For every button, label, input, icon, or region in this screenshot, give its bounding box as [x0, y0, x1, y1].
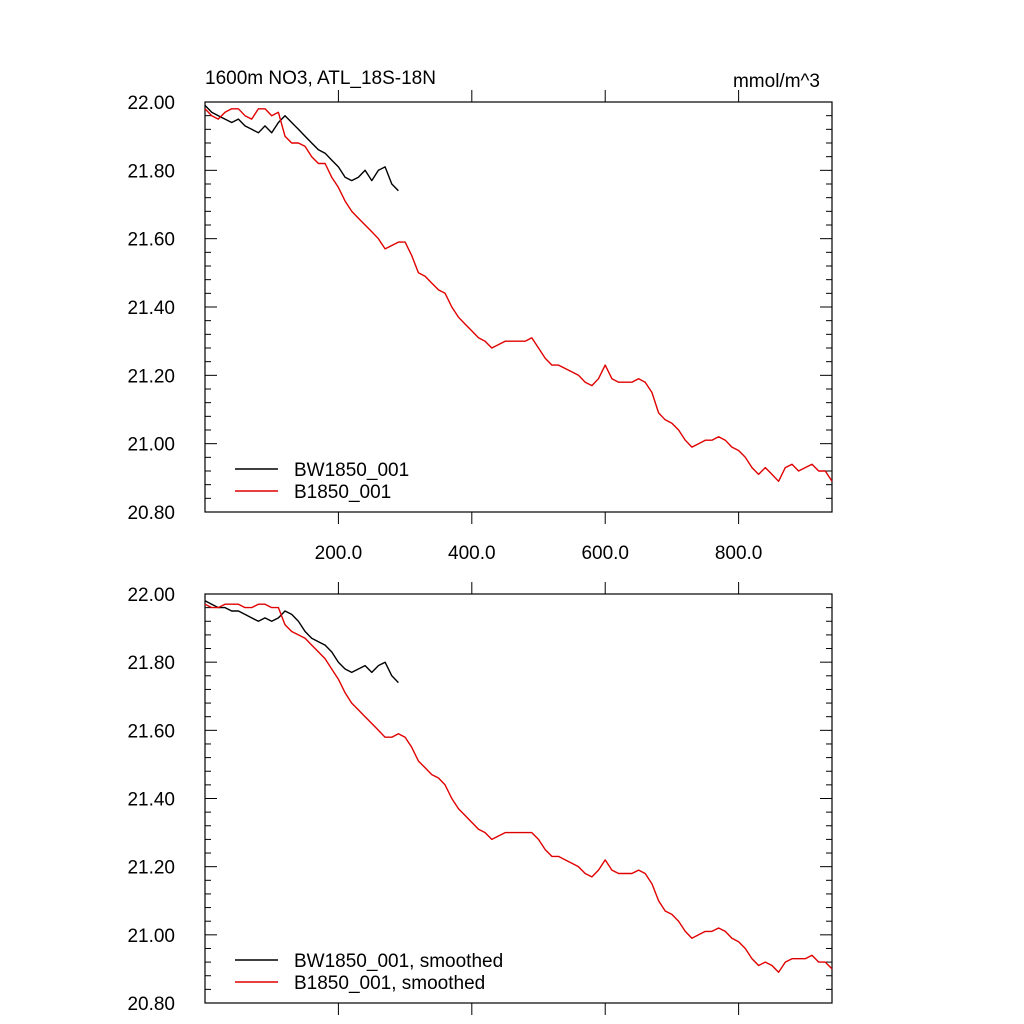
y-tick-label: 21.00 — [127, 435, 175, 456]
y-tick-label: 21.60 — [127, 230, 175, 251]
legend-label: B1850_001 — [294, 482, 391, 503]
x-tick-label: 800.0 — [715, 543, 763, 564]
y-tick-label: 21.40 — [127, 298, 175, 319]
y-tick-label: 22.00 — [127, 93, 175, 114]
y-tick-label: 21.40 — [127, 790, 175, 811]
chart-panel-top: 1600m NO3, ATL_18S-18N mmol/m^3 20.80 21.00… — [127, 68, 833, 564]
y-tick-label: 21.80 — [127, 161, 175, 182]
y-tick-label: 22.00 — [127, 585, 175, 606]
series-line-bw1850-001 — [204, 104, 399, 192]
series-line-bw1850-001-smoothed — [204, 600, 399, 684]
chart-title-left: 1600m NO3, ATL_18S-18N — [205, 68, 436, 89]
legend-label: BW1850_001 — [294, 460, 409, 481]
x-tick-label: 600.0 — [581, 543, 629, 564]
series-line-b1850-001-smoothed — [204, 603, 833, 973]
chart-units-label: mmol/m^3 — [733, 71, 820, 92]
x-tick-label: 200.0 — [315, 543, 363, 564]
legend-label: BW1850_001, smoothed — [294, 951, 503, 972]
y-tick-label: 21.60 — [127, 721, 175, 742]
series-line-b1850-001 — [204, 108, 833, 482]
y-tick-label: 21.00 — [127, 926, 175, 947]
chart-panel-bottom: 20.80 21.00 21.20 21.40 21.60 21.80 22.00 BW185… — [127, 582, 833, 1015]
legend-label: B1850_001, smoothed — [294, 973, 485, 994]
y-tick-label: 21.20 — [127, 858, 175, 879]
y-tick-label: 20.80 — [127, 503, 175, 524]
x-tick-label: 400.0 — [448, 543, 496, 564]
y-tick-label: 20.80 — [127, 994, 175, 1015]
y-tick-label: 21.20 — [127, 366, 175, 387]
y-tick-label: 21.80 — [127, 653, 175, 674]
